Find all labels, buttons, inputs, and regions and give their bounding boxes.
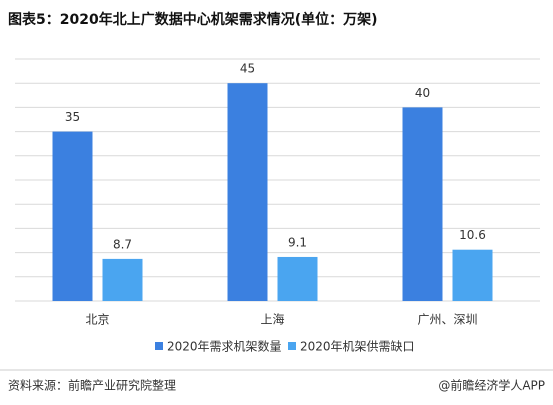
data-label: 40 (415, 86, 430, 100)
x-tick-label: 上海 (260, 312, 284, 327)
data-label: 10.6 (459, 228, 486, 242)
source: 资料来源：前瞻产业研究院整理 (8, 378, 176, 393)
legend-swatch (288, 342, 296, 350)
bar (452, 249, 493, 301)
bar (277, 256, 318, 301)
x-tick-label: 广州、深圳 (417, 313, 477, 327)
data-label: 9.1 (288, 235, 307, 249)
chart-title: 图表5：2020年北上广数据中心机架需求情况(单位：万架) (8, 11, 378, 28)
x-tick-label: 北京 (85, 313, 109, 327)
legend-swatch (155, 342, 163, 350)
legend-label: 2020年需求机架数量 (167, 339, 282, 354)
data-label: 35 (65, 110, 80, 124)
bar (402, 107, 443, 302)
data-label: 8.7 (113, 237, 132, 251)
bar (102, 258, 143, 301)
bar (227, 83, 268, 301)
legend-label: 2020年机架供需缺口 (300, 339, 415, 354)
bar (52, 131, 93, 301)
data-label: 45 (240, 62, 255, 76)
brand: @前瞻经济学人APP (438, 378, 545, 393)
